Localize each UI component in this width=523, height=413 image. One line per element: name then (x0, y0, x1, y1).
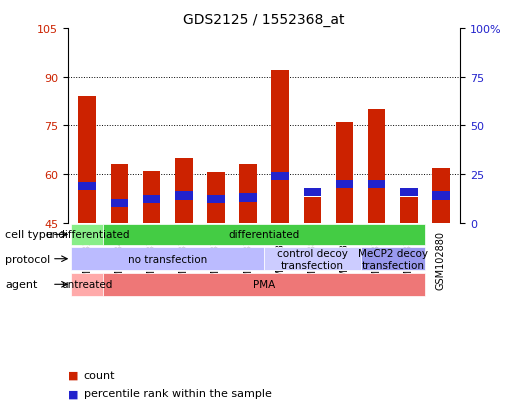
Text: ■: ■ (68, 370, 78, 380)
Text: MeCP2 decoy
transfection: MeCP2 decoy transfection (358, 248, 428, 270)
Text: differentiated: differentiated (229, 230, 300, 240)
Bar (78, 97, 96, 223)
Bar (110, 200, 128, 208)
Text: percentile rank within the sample: percentile rank within the sample (84, 389, 271, 399)
Text: count: count (84, 370, 115, 380)
Bar (336, 180, 354, 188)
Bar (78, 182, 96, 190)
Bar (368, 110, 385, 223)
Bar (207, 196, 225, 204)
FancyBboxPatch shape (360, 248, 425, 271)
Bar (143, 171, 161, 223)
Bar (239, 165, 257, 223)
Text: control decoy
transfection: control decoy transfection (277, 248, 348, 270)
Bar (175, 159, 192, 223)
Text: undifferentiated: undifferentiated (45, 230, 130, 240)
Bar (432, 168, 450, 223)
Bar (175, 192, 192, 200)
Bar (239, 194, 257, 202)
FancyBboxPatch shape (71, 224, 104, 245)
FancyBboxPatch shape (104, 273, 425, 296)
Text: ■: ■ (68, 389, 78, 399)
FancyBboxPatch shape (264, 248, 360, 271)
Text: cell type: cell type (5, 230, 53, 240)
FancyBboxPatch shape (104, 224, 425, 245)
Title: GDS2125 / 1552368_at: GDS2125 / 1552368_at (184, 12, 345, 26)
Text: protocol: protocol (5, 254, 51, 264)
Bar (303, 197, 321, 223)
Bar (336, 123, 354, 223)
Bar (143, 196, 161, 204)
Text: agent: agent (5, 280, 38, 290)
Bar (400, 197, 418, 223)
Text: PMA: PMA (253, 280, 275, 290)
Bar (303, 188, 321, 196)
Text: untreated: untreated (62, 280, 113, 290)
FancyBboxPatch shape (71, 248, 264, 271)
Bar (271, 71, 289, 223)
Text: no transfection: no transfection (128, 254, 207, 264)
FancyBboxPatch shape (71, 273, 104, 296)
Bar (400, 188, 418, 196)
Bar (207, 173, 225, 223)
Bar (110, 165, 128, 223)
Bar (368, 180, 385, 188)
Bar (271, 173, 289, 180)
Bar (432, 192, 450, 200)
